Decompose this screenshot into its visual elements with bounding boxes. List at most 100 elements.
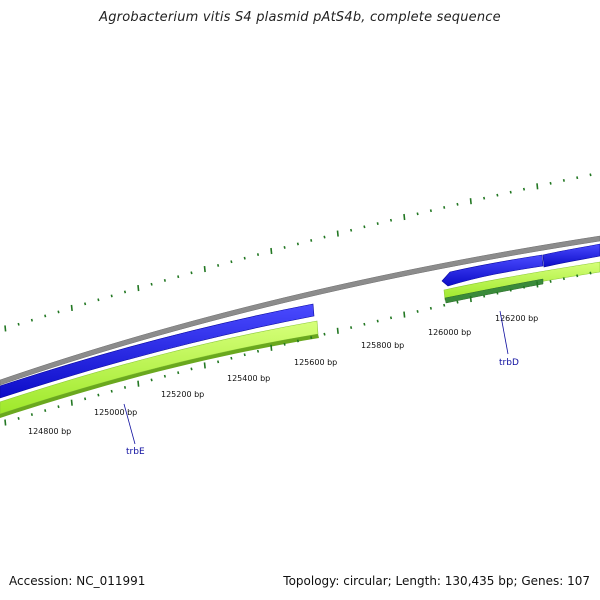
tick-mark (190, 271, 193, 275)
tick-mark (522, 187, 526, 191)
topology-summary: Topology: circular; Length: 130,435 bp; … (283, 574, 590, 588)
tick-mark (270, 247, 273, 255)
tick-mark (469, 296, 472, 303)
tick-mark (323, 332, 326, 336)
tick-mark (376, 222, 379, 225)
tick-mark (350, 228, 353, 232)
tick-mark (150, 282, 153, 286)
cds-trbE-shadow (0, 334, 319, 418)
scale-label: 124800 bp (28, 427, 71, 436)
tick-mark (483, 294, 486, 298)
tick-mark (483, 196, 486, 200)
tick-mark (4, 325, 7, 332)
tick-mark (363, 225, 366, 229)
gene-trbE-forward[interactable] (0, 303, 315, 399)
tick-mark (44, 409, 47, 412)
tick-mark (403, 213, 406, 221)
tick-mark (44, 314, 47, 318)
scale-label: 126200 bp (495, 314, 538, 323)
tick-mark (576, 176, 579, 180)
tick-mark (243, 353, 246, 357)
tick-mark (243, 256, 246, 260)
tick-mark (456, 300, 459, 304)
gene-label-trbD[interactable]: trbD (499, 358, 519, 368)
tick-mark (163, 374, 166, 378)
gene-next-forward[interactable] (542, 243, 600, 268)
tick-mark (443, 303, 446, 307)
lower-tick-marks (4, 271, 592, 426)
scale-label: 125800 bp (361, 341, 404, 350)
tick-mark (522, 285, 526, 289)
trbD-leader-line (499, 310, 509, 355)
tick-mark (177, 371, 180, 375)
tick-mark (336, 230, 339, 237)
tick-mark (203, 266, 206, 273)
tick-mark (389, 316, 393, 320)
tick-mark (350, 326, 353, 329)
gene-trbD-forward[interactable] (441, 254, 544, 287)
feature-trbD-dark[interactable] (444, 278, 544, 304)
tick-mark (536, 183, 539, 190)
tick-mark (283, 246, 286, 249)
scale-label: 125200 bp (161, 390, 204, 399)
tick-mark (363, 322, 366, 326)
tick-mark (123, 386, 127, 389)
tick-mark (429, 306, 432, 310)
tick-mark (509, 190, 512, 194)
tick-mark (97, 298, 100, 302)
map-title: Agrobacterium vitis S4 plasmid pAtS4b, c… (99, 10, 501, 25)
tick-mark (509, 288, 512, 292)
tick-mark (17, 322, 20, 326)
tick-mark (30, 413, 33, 416)
tick-mark (270, 344, 273, 351)
tick-mark (536, 281, 539, 288)
tick-mark (416, 310, 419, 313)
tick-mark (336, 327, 339, 334)
tick-mark (496, 291, 499, 295)
tick-mark (84, 397, 87, 401)
scale-label: 125000 bp (94, 408, 137, 417)
scale-label: 125600 bp (294, 358, 337, 367)
tick-mark (456, 202, 459, 206)
tick-mark (177, 275, 180, 279)
tick-mark (97, 393, 100, 397)
upper-tick-marks (4, 173, 592, 332)
tick-mark (230, 356, 233, 360)
tick-mark (30, 318, 33, 322)
accession-text: Accession: NC_011991 (9, 574, 146, 588)
tick-mark (230, 260, 233, 264)
tick-mark (203, 362, 206, 369)
gene-label-trbE[interactable]: trbE (126, 447, 145, 457)
tick-mark (70, 399, 73, 406)
tick-mark (137, 285, 140, 292)
scale-label: 126000 bp (428, 328, 471, 337)
scale-label: 125400 bp (227, 374, 270, 383)
tick-mark (137, 380, 140, 387)
tick-mark (549, 280, 552, 283)
tick-mark (123, 290, 127, 294)
tick-mark (296, 339, 299, 343)
tick-mark (70, 304, 73, 311)
tick-mark (217, 264, 220, 267)
tick-mark (57, 310, 60, 314)
tick-mark (17, 417, 20, 420)
tick-mark (256, 253, 260, 256)
tick-mark (150, 378, 153, 382)
tick-mark (496, 193, 499, 197)
tick-mark (110, 389, 113, 393)
tick-mark (310, 239, 313, 242)
sequence-backbone (0, 235, 600, 386)
tick-mark (589, 271, 592, 275)
tick-mark (376, 319, 379, 323)
tick-mark (190, 367, 193, 371)
tick-mark (403, 311, 406, 318)
tick-mark (310, 336, 313, 339)
tick-mark (576, 274, 579, 278)
tick-mark (163, 279, 166, 282)
tick-mark (562, 277, 565, 281)
trbE-leader-line (123, 403, 136, 445)
tick-mark (217, 360, 220, 364)
tick-mark (283, 342, 286, 346)
tick-mark (296, 242, 299, 246)
tick-mark (549, 181, 552, 185)
